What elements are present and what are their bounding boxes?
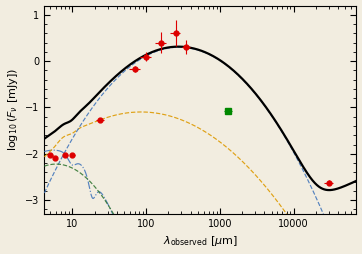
Y-axis label: $\log_{10}(F_\nu\ [{\rm mJy}])$: $\log_{10}(F_\nu\ [{\rm mJy}])$: [5, 68, 20, 151]
X-axis label: $\lambda_{\rm observed}\ [\mu{\rm m}]$: $\lambda_{\rm observed}\ [\mu{\rm m}]$: [163, 234, 238, 248]
